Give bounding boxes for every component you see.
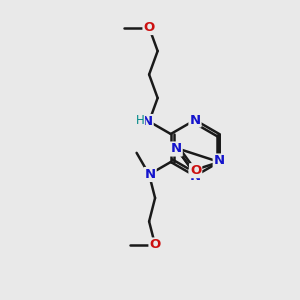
Text: H: H	[136, 114, 145, 127]
Text: N: N	[171, 142, 182, 155]
Text: N: N	[145, 168, 156, 181]
Text: N: N	[214, 154, 225, 167]
Text: N: N	[142, 115, 153, 128]
Text: O: O	[190, 164, 201, 177]
Text: O: O	[149, 238, 161, 251]
Text: O: O	[143, 21, 155, 34]
Text: N: N	[189, 113, 201, 127]
Text: N: N	[189, 169, 201, 182]
